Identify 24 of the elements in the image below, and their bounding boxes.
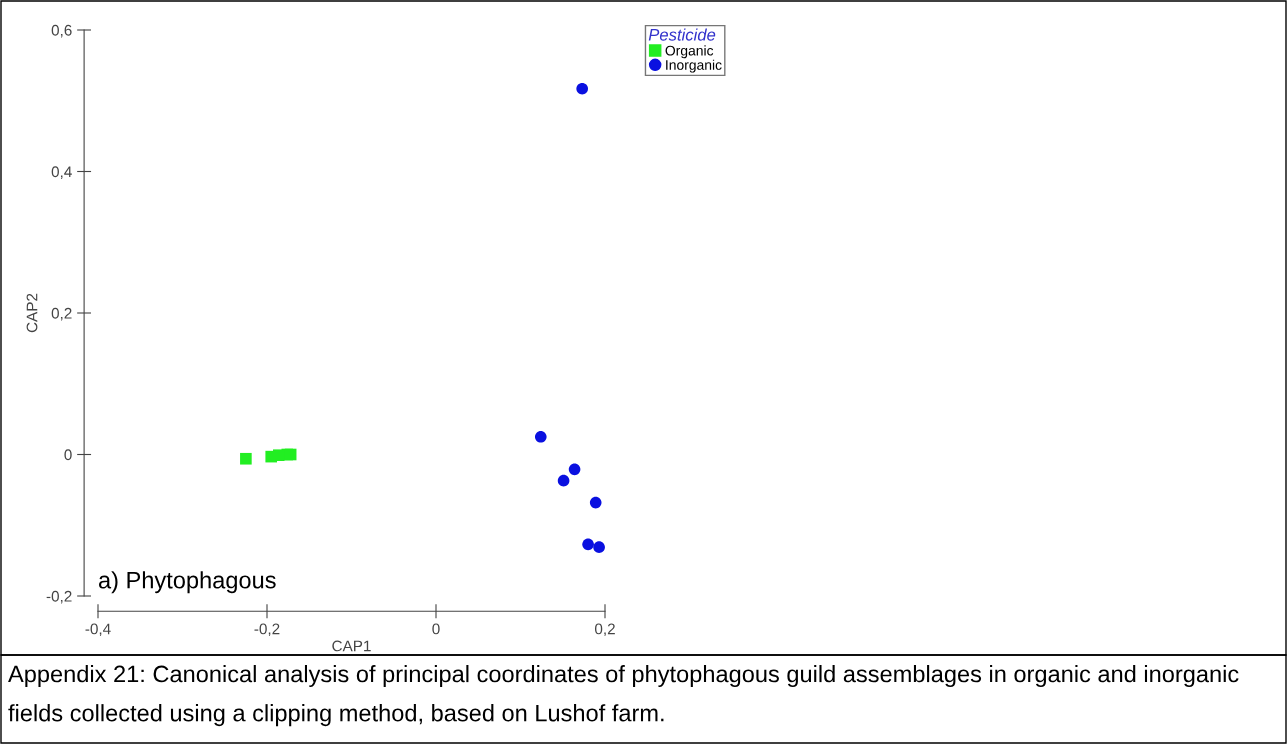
y-tick-label: -0,2 <box>46 590 72 604</box>
point <box>593 541 605 553</box>
point <box>568 463 581 476</box>
text: Appendix 21: Canonical analysis of principal coordinates of phytophagous guild assemblages in organic and inorganic fields collected using a clipping method, based on Lushof farm. <box>8 665 1239 727</box>
legend-title: Pesticide <box>648 28 716 41</box>
point <box>557 474 570 487</box>
point <box>240 452 252 465</box>
y-tick-label: 0,6 <box>51 24 72 38</box>
point <box>534 431 547 443</box>
y-tick-label: 0,2 <box>51 307 72 321</box>
x-axis-title: CAP1 <box>332 640 371 652</box>
legend-label: Inorganic <box>666 59 722 73</box>
x-tick-label: 0,2 <box>594 623 615 637</box>
point <box>582 538 594 551</box>
point <box>589 496 602 509</box>
x-tick-label: 0 <box>432 623 440 635</box>
x-tick-label: -0,4 <box>85 623 111 637</box>
x-tick-label: -0,2 <box>254 623 280 637</box>
y-axis-title: CAP2 <box>26 293 38 333</box>
point <box>576 82 588 95</box>
annotation: a) Phytophagous <box>99 571 276 594</box>
legend-label: Organic <box>665 45 714 59</box>
y-tick-label: 0,4 <box>51 166 72 179</box>
y-tick-label: 0 <box>64 449 72 461</box>
